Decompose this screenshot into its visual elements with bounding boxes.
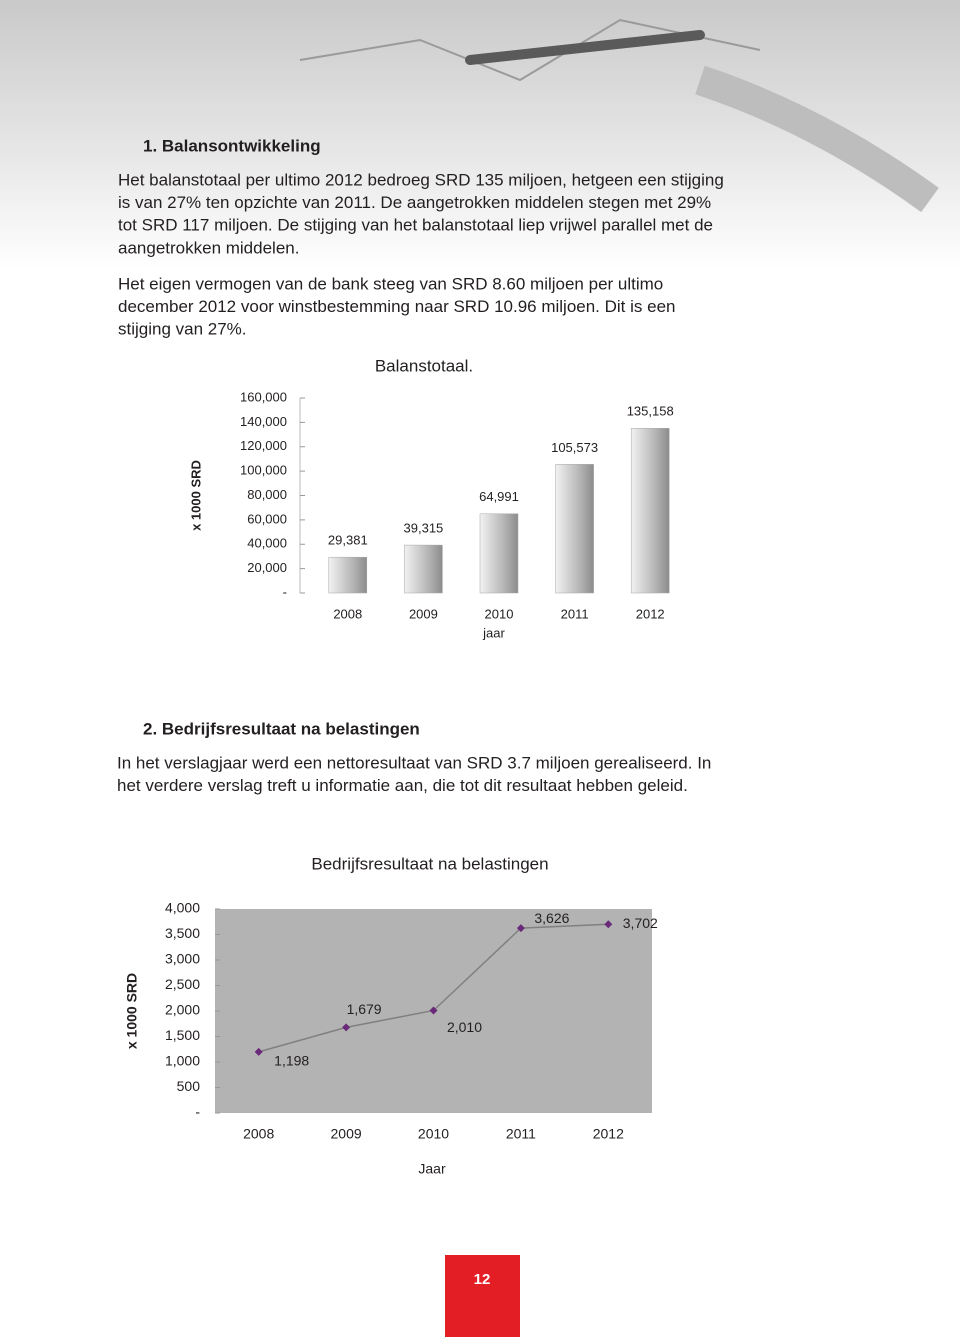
y-tick-label: 1,000: [165, 1053, 200, 1069]
x-tick-label: 2009: [409, 606, 438, 621]
page-number-box: [445, 1255, 520, 1337]
y-tick-label: 2,500: [165, 976, 200, 992]
data-label: 3,626: [534, 910, 569, 926]
marker: [429, 1006, 438, 1015]
bar: [630, 428, 670, 594]
y-tick-label: 120,000: [240, 438, 287, 453]
section-heading: 1. Balansontwikkeling: [143, 136, 321, 155]
data-label: 39,315: [404, 521, 444, 536]
y-tick-label: -: [195, 1104, 200, 1120]
x-tick-label: 2010: [418, 1126, 449, 1142]
y-tick-label: 60,000: [247, 511, 287, 526]
chart-title: Balanstotaal.: [375, 356, 473, 375]
y-tick-label: 160,000: [240, 389, 287, 404]
data-label: 3,702: [623, 915, 658, 931]
y-tick-label: 140,000: [240, 414, 287, 429]
y-tick-label: 3,500: [165, 925, 200, 941]
data-label: 64,991: [479, 489, 519, 504]
section-heading: 2. Bedrijfsresultaat na belastingen: [143, 719, 420, 738]
paragraph-line: tot SRD 117 miljoen. De stijging van het…: [118, 216, 713, 235]
paragraph-line: aangetrokken middelen.: [118, 238, 299, 257]
y-tick-label: 2,000: [165, 1002, 200, 1018]
x-tick-label: 2008: [333, 606, 362, 621]
marker: [254, 1047, 263, 1056]
chart-title: Bedrijfsresultaat na belastingen: [311, 854, 548, 873]
data-label: 1,679: [347, 1001, 382, 1017]
paragraph-line: Het eigen vermogen van de bank steeg van…: [118, 274, 663, 293]
data-label: 29,381: [328, 533, 368, 548]
x-tick-label: 2011: [561, 606, 589, 621]
data-label: 135,158: [627, 404, 674, 419]
header-decoration: [299, 18, 761, 82]
x-tick-label: 2012: [593, 1126, 624, 1142]
x-axis-label: Jaar: [418, 1161, 446, 1177]
y-tick-label: 500: [177, 1078, 201, 1094]
y-tick-label: 3,000: [165, 951, 200, 967]
bar: [328, 556, 368, 594]
x-tick-label: 2008: [243, 1126, 274, 1142]
page-number: 12: [474, 1271, 491, 1288]
marker: [604, 920, 613, 929]
marker: [342, 1023, 351, 1032]
bar: [555, 464, 594, 594]
x-tick-label: 2011: [506, 1126, 536, 1142]
y-tick-label: 100,000: [240, 463, 287, 478]
header-pen: [465, 30, 705, 65]
x-axis-label: jaar: [482, 625, 505, 640]
data-label: 1,198: [274, 1053, 309, 1069]
paragraph-line: is van 27% ten opzichte van 2011. De aan…: [118, 193, 711, 212]
paragraph-line: het verdere verslag treft u informatie a…: [117, 776, 688, 795]
paragraph-line: december 2012 voor winstbestemming naar …: [118, 297, 676, 316]
y-tick-label: 40,000: [247, 536, 287, 551]
y-tick-label: 80,000: [247, 487, 287, 502]
y-axis-label: x 1000 SRD: [124, 973, 140, 1049]
paragraph-line: stijging van 27%.: [118, 320, 247, 339]
x-tick-label: 2010: [485, 606, 514, 621]
header-hand: [695, 65, 939, 213]
y-tick-label: 20,000: [247, 560, 287, 575]
bar: [404, 544, 443, 594]
x-tick-label: 2012: [636, 606, 665, 621]
data-label: 2,010: [447, 1019, 482, 1035]
data-label: 105,573: [551, 440, 598, 455]
marker: [516, 924, 525, 933]
bar: [479, 513, 519, 594]
x-tick-label: 2009: [331, 1126, 362, 1142]
y-tick-label: 1,500: [165, 1027, 200, 1043]
y-axis-label: x 1000 SRD: [188, 460, 203, 531]
y-tick-label: 4,000: [165, 900, 200, 916]
paragraph-line: In het verslagjaar werd een nettoresulta…: [117, 753, 711, 772]
paragraph-line: Het balanstotaal per ultimo 2012 bedroeg…: [118, 170, 724, 189]
y-tick-label: -: [283, 584, 287, 599]
